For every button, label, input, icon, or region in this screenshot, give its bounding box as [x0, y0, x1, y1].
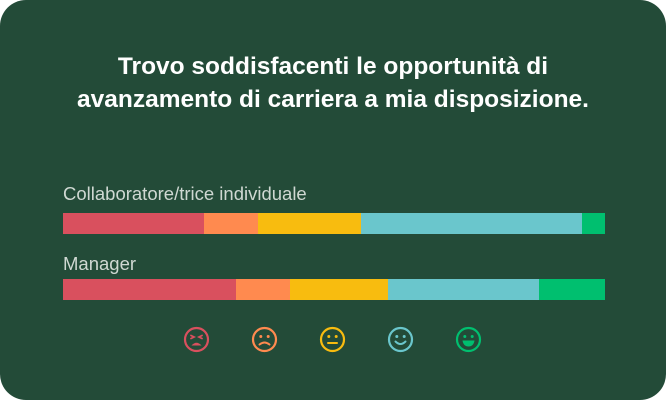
- bar-segment-2: [236, 279, 291, 300]
- satisfied-face-icon: [387, 326, 414, 353]
- category-label-manager: Manager: [63, 253, 137, 274]
- bar-segment-1: [63, 279, 237, 300]
- bar-segment-2: [203, 213, 259, 234]
- category-label-individual-contributor: Collaboratore/trice individuale: [63, 183, 307, 204]
- very-dissatisfied-face-icon: [183, 326, 210, 353]
- bar-segment-3: [257, 213, 362, 234]
- stacked-bar-manager: [63, 279, 605, 300]
- dissatisfied-face-icon: [251, 326, 278, 353]
- bar-segment-5: [539, 279, 605, 300]
- bar-segment-4: [387, 279, 540, 300]
- bar-segment-5: [582, 213, 605, 234]
- chart-title: Trovo soddisfacenti le opportunità di av…: [77, 53, 589, 113]
- bar-segment-1: [63, 213, 205, 234]
- stacked-bar-individual-contributor: [63, 213, 605, 234]
- very-satisfied-face-icon: [455, 326, 482, 353]
- bar-segment-4: [360, 213, 583, 234]
- sentiment-legend: [0, 326, 666, 356]
- bar-segment-3: [290, 279, 389, 300]
- neutral-face-icon: [319, 326, 346, 353]
